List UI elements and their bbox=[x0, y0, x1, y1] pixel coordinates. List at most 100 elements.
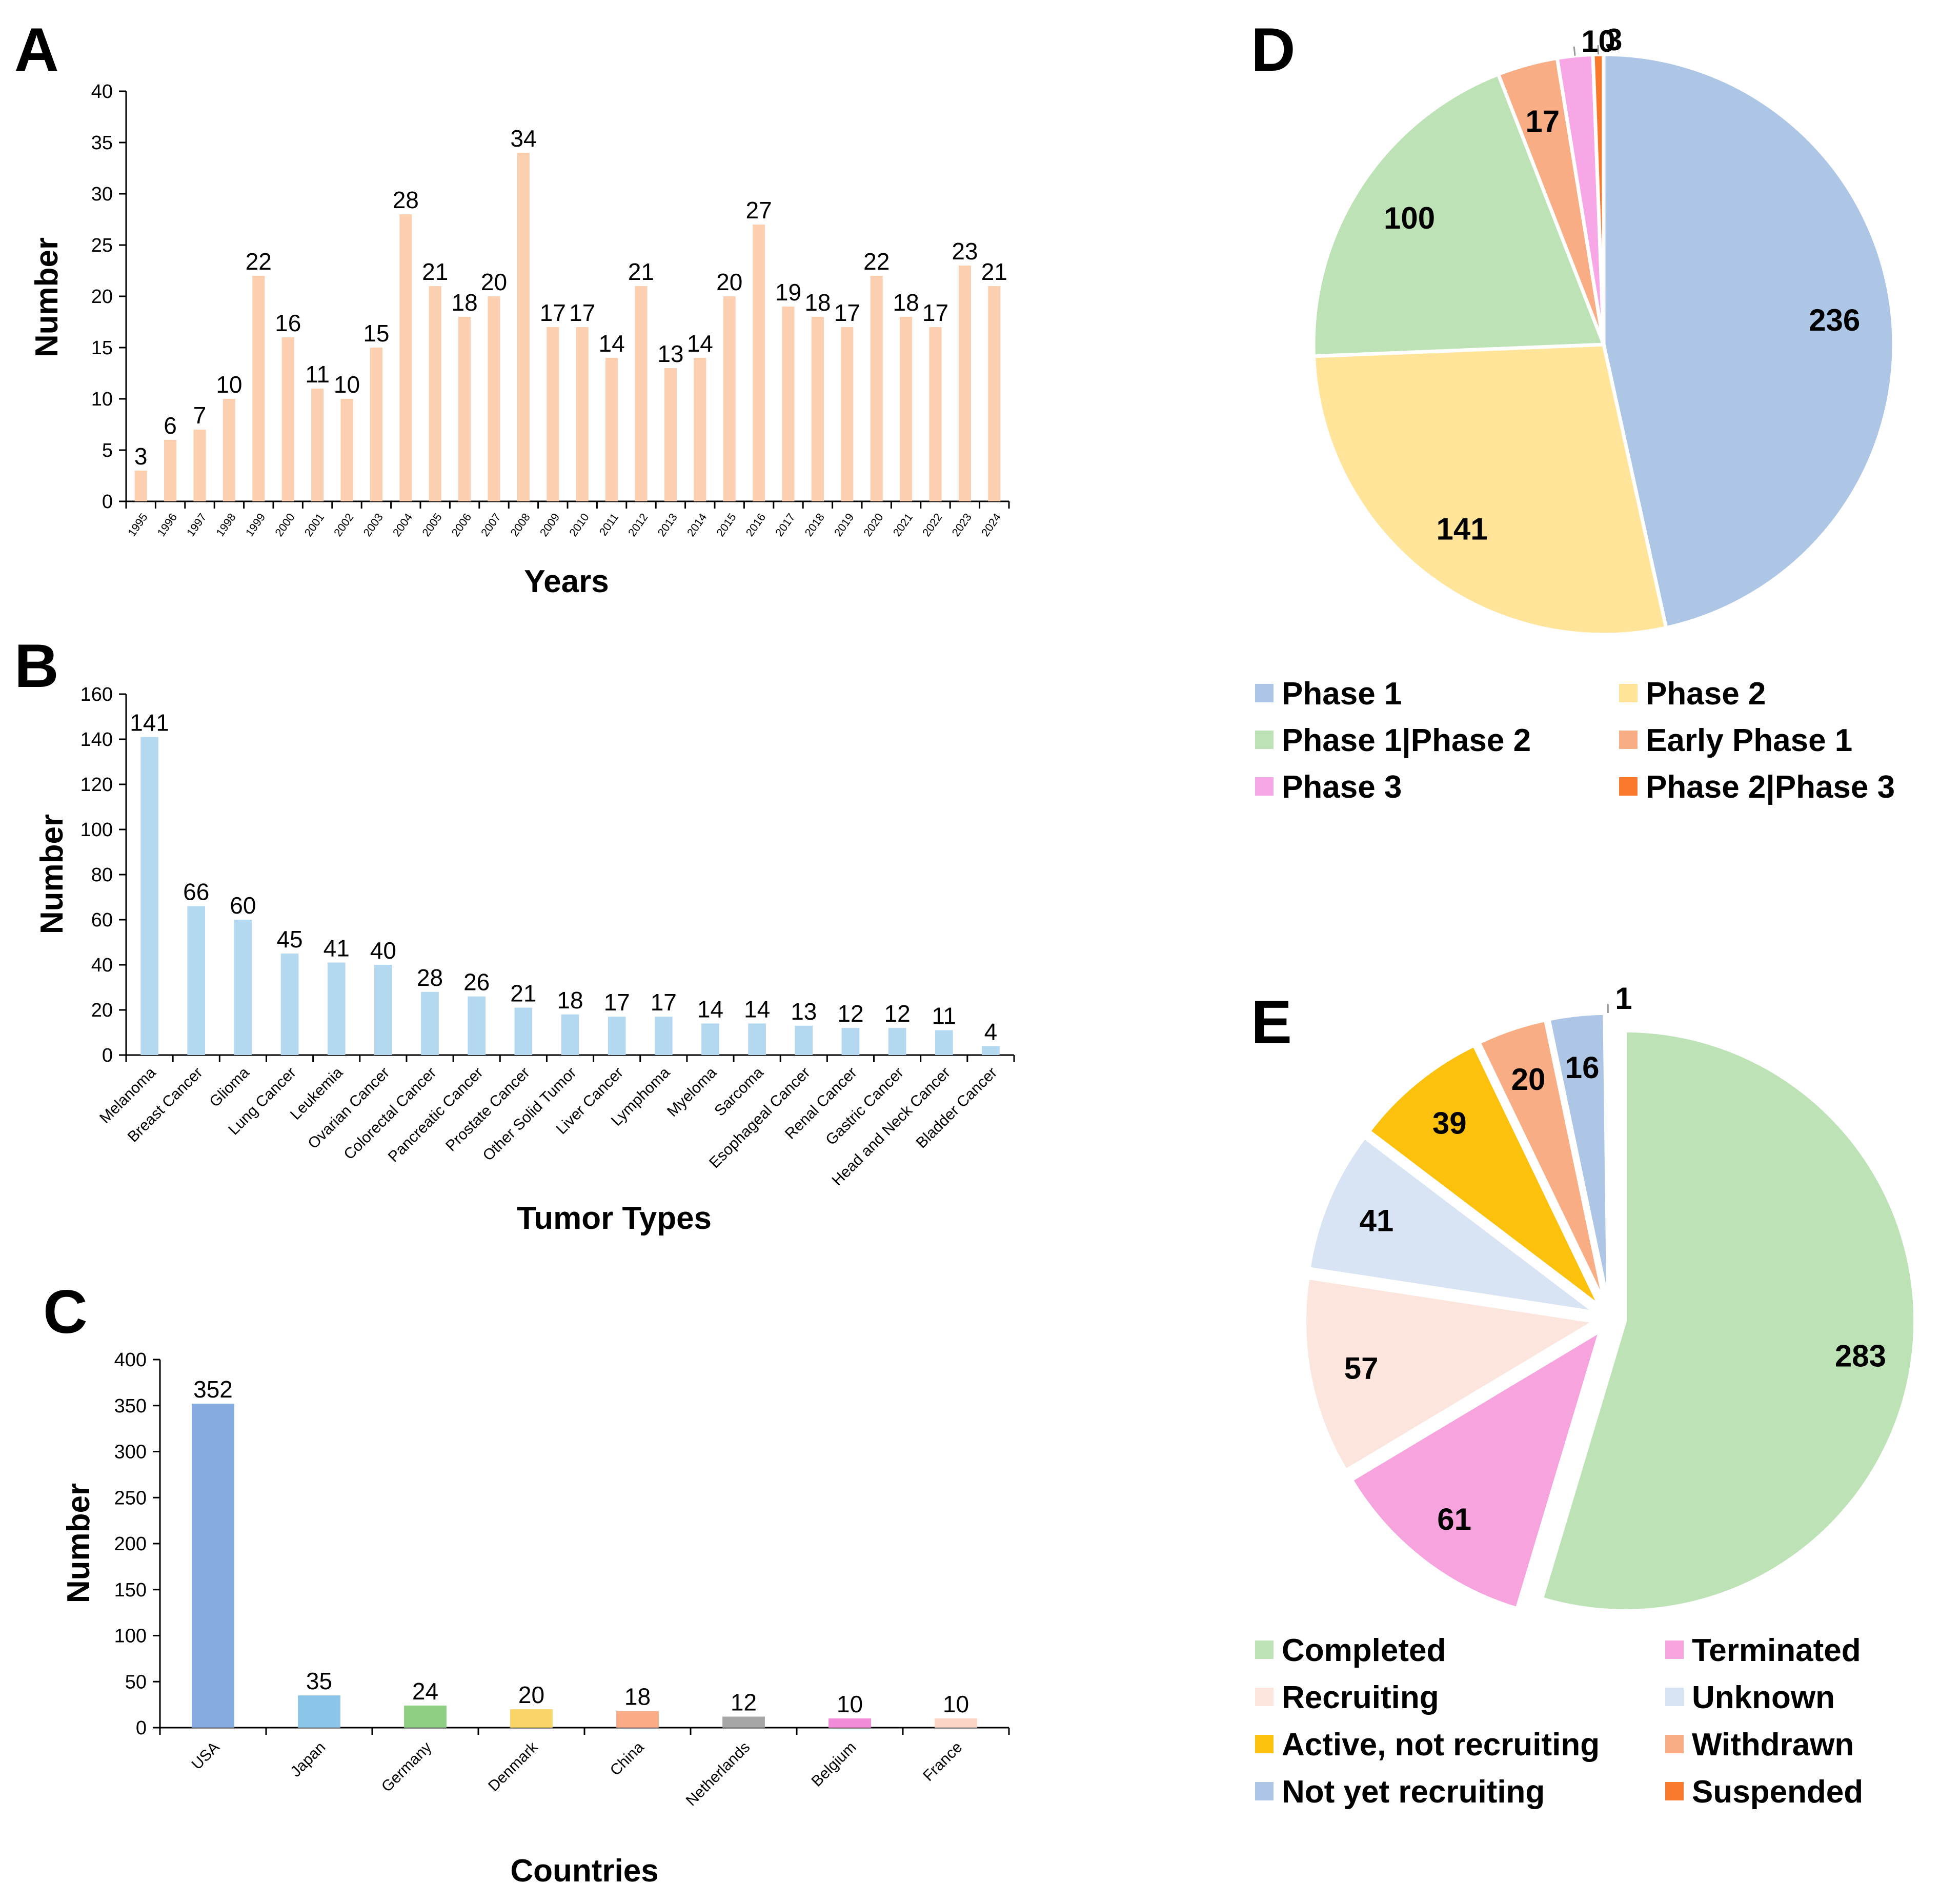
bar bbox=[635, 286, 648, 501]
x-tick-label: 2023 bbox=[949, 511, 974, 539]
panel-e-letter: E bbox=[1251, 988, 1292, 1057]
bar-value-label: 18 bbox=[452, 289, 478, 316]
legend-label: Phase 3 bbox=[1282, 769, 1402, 805]
bar-value-label: 66 bbox=[183, 879, 209, 905]
x-tick-label: Netherlands bbox=[683, 1739, 754, 1810]
bar-value-label: 20 bbox=[518, 1682, 544, 1708]
bar bbox=[722, 1716, 765, 1728]
pie-value-label: 39 bbox=[1432, 1106, 1467, 1140]
panel-a-letter: A bbox=[14, 15, 59, 84]
x-tick-label: 2012 bbox=[625, 511, 651, 539]
pie-value-label: 41 bbox=[1360, 1203, 1394, 1238]
pie-slice bbox=[1349, 1327, 1604, 1611]
chart-c-plot: 0 50 100 150 200 250 300 350 400 352 USA 35 Japan 24 G… bbox=[114, 1349, 1010, 1810]
chart-d-legend: Phase 1 Phase 2 Phase 1|Phase 2 Early Phase… bbox=[1255, 676, 1895, 805]
x-tick-label: 1995 bbox=[125, 511, 150, 539]
x-tick-label: Bladder Cancer bbox=[913, 1064, 1001, 1152]
bar-value-label: 10 bbox=[837, 1691, 863, 1717]
panel-d-letter: D bbox=[1251, 15, 1296, 84]
legend-label: Early Phase 1 bbox=[1646, 723, 1852, 758]
x-tick-label: 1999 bbox=[243, 511, 268, 539]
x-tick-label: 2007 bbox=[478, 511, 503, 539]
bar-value-label: 21 bbox=[628, 258, 654, 285]
legend-swatch bbox=[1255, 731, 1274, 749]
bar bbox=[561, 1014, 579, 1055]
x-tick-label: 2014 bbox=[684, 511, 710, 539]
pie-slice bbox=[1311, 342, 1668, 637]
bar-value-label: 141 bbox=[130, 710, 169, 736]
bar bbox=[811, 317, 824, 501]
chart-c-xlabel: Countries bbox=[510, 1853, 658, 1889]
bar bbox=[935, 1030, 953, 1055]
legend-label: Not yet recruiting bbox=[1282, 1774, 1545, 1810]
pie-slice bbox=[1477, 1018, 1607, 1305]
bar-value-label: 41 bbox=[324, 935, 350, 962]
bar-value-label: 21 bbox=[510, 980, 536, 1007]
x-tick-label: 1997 bbox=[184, 511, 209, 539]
legend-swatch bbox=[1665, 1782, 1684, 1800]
x-tick-label: 2009 bbox=[537, 511, 562, 539]
bar-value-label: 11 bbox=[932, 1003, 956, 1029]
bar bbox=[929, 327, 942, 501]
x-tick-label: Belgium bbox=[808, 1739, 859, 1790]
bar bbox=[488, 296, 500, 501]
bar bbox=[782, 307, 795, 501]
bar bbox=[841, 1028, 860, 1055]
bar-value-label: 45 bbox=[276, 926, 302, 953]
y-tick-label: 15 bbox=[91, 337, 113, 359]
bar-value-label: 16 bbox=[275, 310, 301, 336]
bar bbox=[753, 225, 765, 501]
bar bbox=[982, 1046, 1000, 1055]
y-tick-label: 20 bbox=[91, 1000, 113, 1021]
legend-label: Completed bbox=[1282, 1633, 1446, 1668]
legend-label: Suspended bbox=[1692, 1774, 1863, 1810]
y-tick-label: 40 bbox=[91, 955, 113, 976]
legend-label: Withdrawn bbox=[1692, 1727, 1854, 1763]
y-tick-label: 350 bbox=[114, 1395, 147, 1417]
legend-swatch bbox=[1665, 1688, 1684, 1706]
bar bbox=[252, 276, 265, 501]
bar bbox=[888, 1028, 906, 1055]
bar-value-label: 10 bbox=[216, 371, 242, 398]
bar bbox=[841, 327, 854, 501]
x-tick-label: Myeloma bbox=[664, 1064, 720, 1120]
bar-value-label: 40 bbox=[370, 937, 396, 964]
bar bbox=[468, 996, 486, 1055]
legend-label: Phase 1 bbox=[1282, 676, 1402, 712]
bar bbox=[510, 1709, 553, 1728]
bar-value-label: 3 bbox=[134, 443, 148, 470]
x-tick-label: 2018 bbox=[802, 511, 827, 539]
x-tick-label: China bbox=[607, 1738, 648, 1779]
bar-value-label: 17 bbox=[922, 299, 948, 326]
chart-a-ylabel: Number bbox=[29, 237, 65, 357]
x-tick-label: Denmark bbox=[485, 1738, 541, 1795]
x-tick-label: 2020 bbox=[861, 511, 886, 539]
bar-value-label: 12 bbox=[837, 1000, 863, 1027]
pie-value-label: 1 bbox=[1615, 981, 1632, 1016]
bar-value-label: 26 bbox=[463, 969, 490, 996]
bar-value-label: 20 bbox=[716, 269, 742, 295]
x-tick-label: USA bbox=[188, 1739, 223, 1773]
x-tick-label: 2002 bbox=[331, 511, 356, 539]
bar-value-label: 352 bbox=[193, 1376, 233, 1403]
pie-value-label: 236 bbox=[1809, 303, 1860, 337]
bar-value-label: 27 bbox=[746, 197, 772, 224]
y-tick-label: 5 bbox=[102, 440, 113, 461]
legend-label: Phase 2|Phase 3 bbox=[1646, 769, 1895, 805]
x-tick-label: 2017 bbox=[773, 511, 798, 539]
bar bbox=[223, 399, 235, 501]
pie-slice bbox=[1306, 1135, 1597, 1314]
bar-value-label: 17 bbox=[651, 989, 677, 1016]
legend-label: Unknown bbox=[1692, 1680, 1835, 1715]
legend-swatch bbox=[1255, 1735, 1274, 1753]
pie-value-label: 61 bbox=[1437, 1502, 1471, 1536]
y-tick-label: 0 bbox=[136, 1717, 147, 1739]
legend-swatch bbox=[1255, 684, 1274, 702]
x-tick-label: 2011 bbox=[597, 511, 621, 538]
pie-slice bbox=[1366, 1043, 1602, 1308]
bar-value-label: 17 bbox=[604, 989, 630, 1016]
bar-value-label: 12 bbox=[731, 1689, 757, 1715]
